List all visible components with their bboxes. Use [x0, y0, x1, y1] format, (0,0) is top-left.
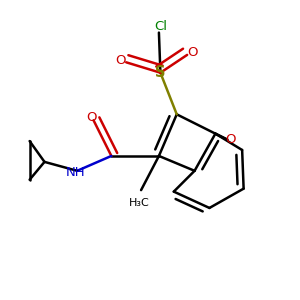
Text: O: O — [116, 54, 126, 67]
Text: H₃C: H₃C — [129, 198, 150, 208]
Text: NH: NH — [66, 166, 86, 179]
Text: S: S — [155, 65, 166, 80]
Text: O: O — [226, 133, 236, 146]
Text: O: O — [187, 46, 198, 59]
Text: O: O — [86, 111, 96, 124]
Text: Cl: Cl — [154, 20, 167, 33]
